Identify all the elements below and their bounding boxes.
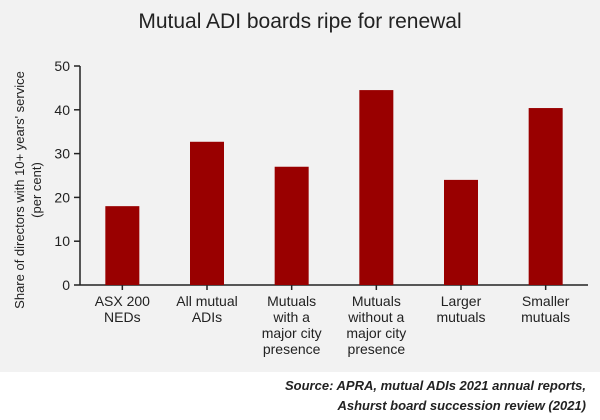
x-tick-label-line: presence	[263, 341, 321, 357]
x-tick-label-line: NEDs	[104, 309, 141, 325]
x-tick-label-line: All mutual	[176, 293, 237, 309]
x-tick-label-line: major city	[346, 325, 406, 341]
bar	[105, 206, 140, 285]
x-tick-label-line: mutuals	[436, 309, 485, 325]
y-tick-label: 0	[62, 277, 70, 293]
y-axis-title-line: (per cent)	[29, 162, 44, 218]
x-tick-label: Smaller mutuals	[521, 293, 570, 325]
y-tick-label: 30	[54, 146, 70, 162]
bars	[105, 90, 563, 285]
axes: 0 10 20 30 40 50	[54, 58, 588, 293]
x-tick-label: Mutuals without a major city presence	[346, 293, 406, 357]
bar	[274, 166, 309, 285]
source-line-2: Ashurst board succession review (2021)	[337, 398, 586, 413]
x-tick-label: Larger mutuals	[436, 293, 485, 325]
x-tick-label-line: ASX 200	[95, 293, 150, 309]
bar	[444, 179, 478, 285]
x-tick-label-line: ADIs	[192, 309, 222, 325]
bar	[359, 90, 394, 285]
y-axis-title: Share of directors with 10+ years' servi…	[12, 71, 44, 309]
x-tick-label: ASX 200 NEDs	[95, 293, 150, 325]
y-tick-label: 40	[54, 102, 70, 118]
x-tick-label: All mutual ADIs	[176, 293, 237, 325]
y-axis-title-line: Share of directors with 10+ years' servi…	[12, 71, 27, 309]
bar-chart: 0 10 20 30 40 50 ASX 200 NEDs All mutual ADIs Mut…	[12, 58, 588, 357]
x-tick-label-line: presence	[348, 341, 406, 357]
x-tick-label: Mutuals with a major city presence	[262, 293, 322, 357]
x-tick-label-line: without a	[347, 309, 404, 325]
x-tick-label-line: Mutuals	[352, 293, 401, 309]
chart-title: Mutual ADI boards ripe for renewal	[138, 10, 462, 33]
bar	[190, 141, 224, 285]
y-tick-label: 50	[54, 58, 70, 74]
y-tick-label: 20	[54, 189, 70, 205]
x-tick-label-line: with a	[272, 309, 310, 325]
y-axis-title-text: Share of directors with 10+ years' servi…	[12, 71, 44, 309]
x-tick-label-line: Smaller	[522, 293, 570, 309]
source-note: Source: APRA, mutual ADIs 2021 annual re…	[6, 376, 586, 416]
x-tick-label-line: major city	[262, 325, 322, 341]
x-tick-label-line: Larger	[441, 293, 482, 309]
bar	[528, 108, 563, 285]
y-tick-label: 10	[54, 233, 70, 249]
x-tick-label-line: Mutuals	[267, 293, 316, 309]
x-tick-label-line: mutuals	[521, 309, 570, 325]
source-line-1: Source: APRA, mutual ADIs 2021 annual re…	[285, 378, 586, 393]
chart-panel: Mutual ADI boards ripe for renewal 0 10 20…	[0, 0, 600, 372]
